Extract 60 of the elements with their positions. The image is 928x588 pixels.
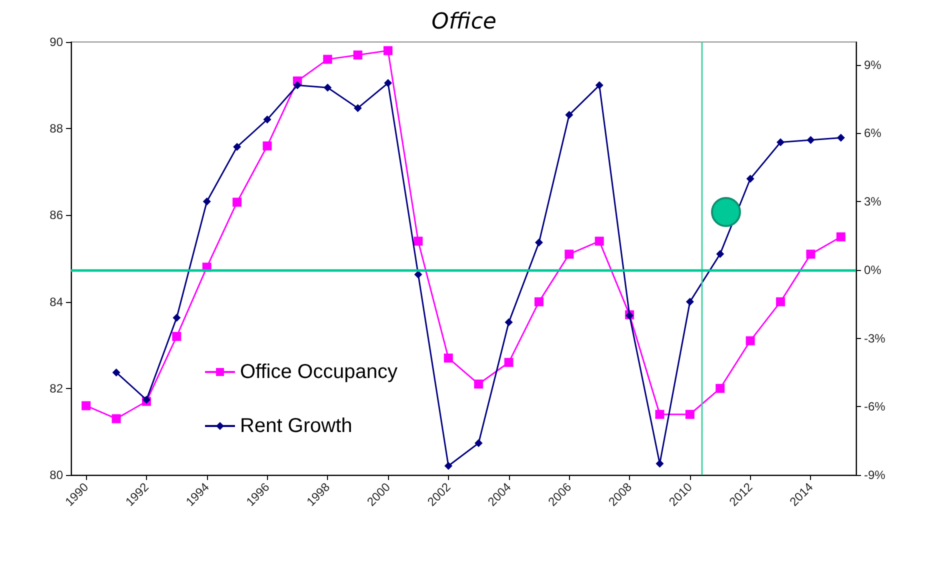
point: [806, 136, 815, 144]
y2-tick-label: 3%: [864, 194, 882, 209]
point: [172, 332, 182, 341]
y-tick-label: 80: [50, 468, 64, 482]
point: [112, 414, 121, 424]
point: [686, 298, 694, 306]
point: [202, 198, 211, 206]
point: [746, 174, 754, 183]
point: [444, 462, 452, 470]
y-tick-label: 88: [50, 122, 64, 136]
legend-label: Rent Growth: [240, 415, 352, 437]
point: [776, 297, 786, 306]
y-tick-label: 82: [50, 381, 64, 396]
point: [444, 354, 453, 363]
point: [82, 401, 91, 410]
point: [716, 250, 724, 258]
point: [323, 54, 332, 64]
point: [384, 79, 392, 88]
point: [776, 138, 785, 146]
point: [565, 110, 574, 119]
point: [384, 46, 393, 56]
point: [233, 142, 242, 151]
point: [716, 384, 725, 393]
y2-tick-label: -3%: [864, 331, 886, 346]
point: [594, 236, 604, 246]
point: [655, 410, 664, 419]
y-tick-label: 86: [50, 208, 64, 222]
point: [353, 50, 362, 60]
point: [293, 81, 302, 90]
chart-title: Office: [432, 10, 496, 34]
y-tick-label: 84: [50, 294, 64, 309]
point: [263, 115, 272, 124]
point: [836, 232, 846, 242]
point: [836, 134, 845, 142]
point: [354, 104, 362, 112]
y2-tick-label: -6%: [864, 400, 886, 414]
point: [685, 410, 694, 419]
point: [595, 81, 604, 90]
point: [504, 358, 514, 367]
point: [534, 297, 544, 306]
point: [534, 238, 543, 247]
y-tick-label: 90: [50, 35, 64, 49]
y2-tick-label: 6%: [864, 126, 882, 140]
y2-tick-label: 0%: [864, 262, 882, 277]
point: [504, 318, 513, 326]
point: [232, 198, 242, 207]
point: [746, 336, 755, 346]
point: [414, 236, 423, 246]
y2-tick-label: -9%: [864, 468, 886, 482]
point: [474, 380, 484, 389]
point: [806, 250, 816, 259]
point: [112, 368, 120, 376]
point: [656, 460, 664, 468]
point: [474, 439, 483, 448]
y2-tick-label: 9%: [864, 58, 882, 72]
point: [262, 141, 272, 150]
legend-label: Office Occupancy: [240, 361, 398, 383]
point: [172, 314, 181, 322]
point: [324, 84, 332, 92]
point: [564, 250, 574, 259]
